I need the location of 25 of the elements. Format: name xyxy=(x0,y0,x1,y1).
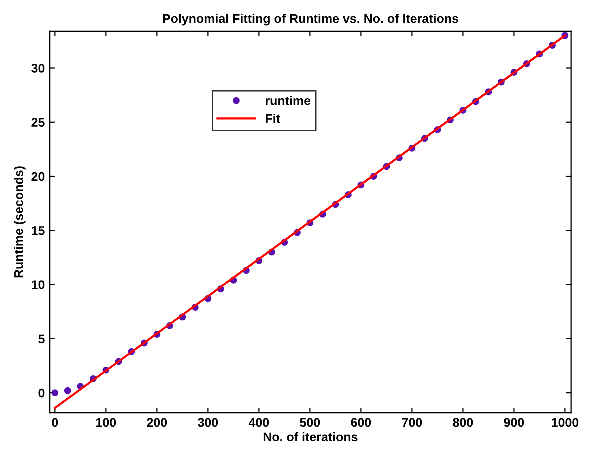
point xyxy=(64,387,72,394)
y-tick-label: 0 xyxy=(38,388,45,398)
legend-label: runtime xyxy=(266,96,311,106)
point xyxy=(52,390,59,397)
y-tick-label: 30 xyxy=(32,64,45,73)
legend-label: Fit xyxy=(266,114,280,124)
x-axis-title: No. of iterations xyxy=(264,432,358,442)
chart-title: Polynomial Fitting of Runtime vs. No. of Iterations xyxy=(163,14,458,26)
y-tick-label: 5 xyxy=(38,334,45,344)
x-tick-label: 400 xyxy=(248,418,270,428)
x-tick-label: 0 xyxy=(52,418,58,428)
x-tick-label: 300 xyxy=(198,418,218,428)
x-tick-label: 600 xyxy=(351,418,372,428)
x-tick-label: 700 xyxy=(402,418,422,428)
y-axis-title: Runtime (seconds) xyxy=(14,166,26,278)
x-tick-label: 900 xyxy=(504,418,524,428)
x-tick-label: 500 xyxy=(300,418,320,428)
x-tick-label: 800 xyxy=(453,418,474,428)
x-tick-label: 100 xyxy=(96,418,116,428)
y-tick-label: 15 xyxy=(32,226,45,236)
y-tick-label: 25 xyxy=(32,118,45,128)
y-tick-label: 10 xyxy=(32,280,45,290)
y-tick-label: 20 xyxy=(32,172,45,182)
x-tick-label: 200 xyxy=(147,418,168,428)
x-tick-label: 1000 xyxy=(552,418,579,428)
